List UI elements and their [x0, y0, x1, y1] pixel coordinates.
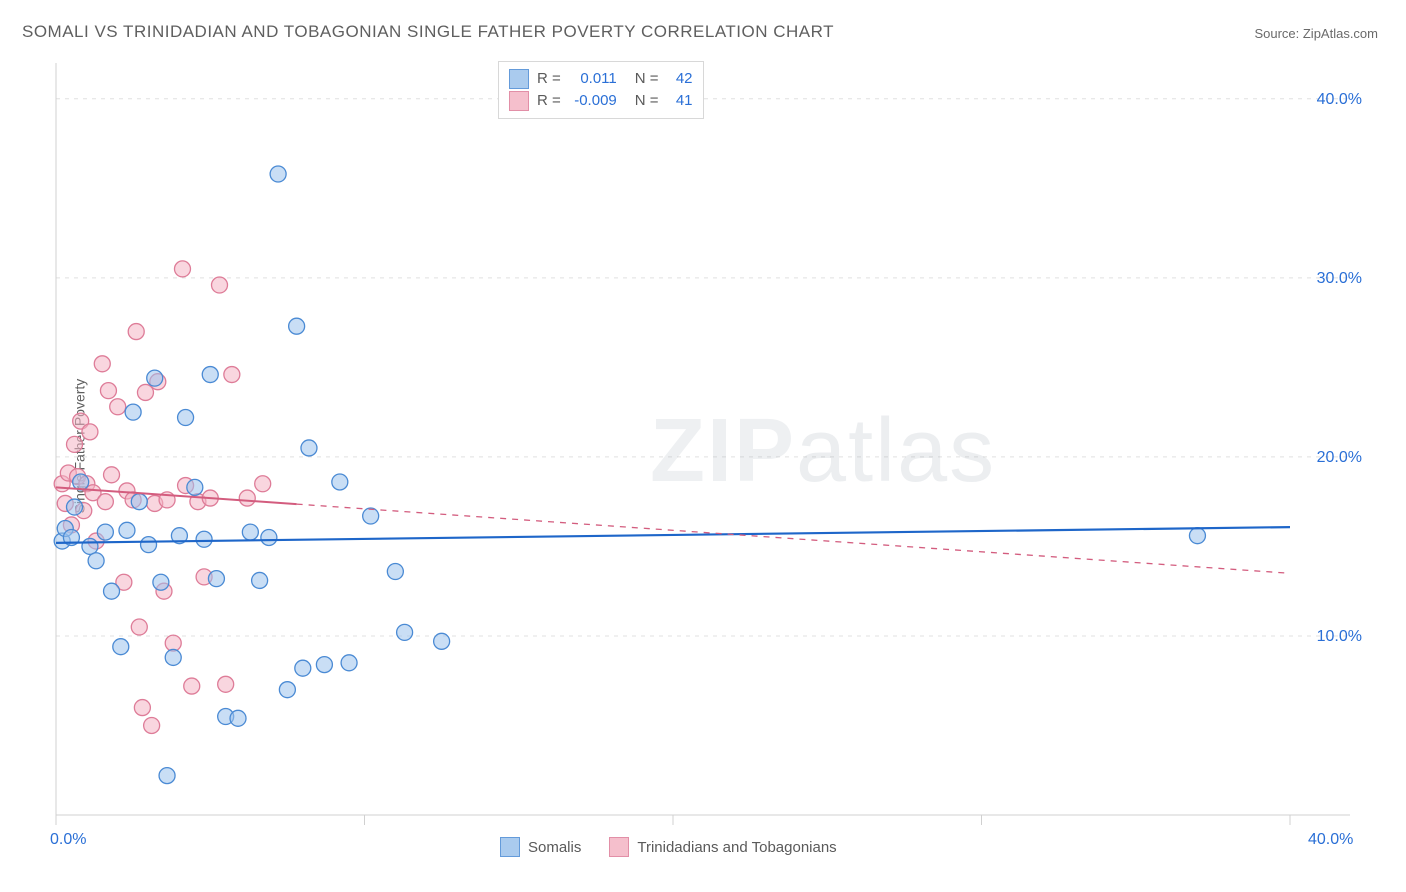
r-label: R =	[537, 90, 561, 112]
source-attribution: Source: ZipAtlas.com	[1254, 26, 1378, 41]
correlation-stats-box: R = 0.011 N = 42 R = -0.009 N = 41	[498, 61, 704, 119]
n-label: N =	[635, 90, 659, 112]
stat-row-0: R = 0.011 N = 42	[509, 68, 693, 90]
legend: Somalis Trinidadians and Tobagonians	[500, 837, 837, 857]
stat-swatch	[509, 69, 529, 89]
source-link[interactable]: ZipAtlas.com	[1303, 26, 1378, 41]
chart-title: SOMALI VS TRINIDADIAN AND TOBAGONIAN SIN…	[22, 22, 834, 42]
r-value: -0.009	[569, 90, 617, 112]
x-tick-max: 40.0%	[1308, 831, 1353, 849]
chart-svg: 10.0% 20.0% 30.0% 40.0%	[50, 55, 1370, 825]
stat-swatch	[509, 91, 529, 111]
legend-label: Trinidadians and Tobagonians	[637, 839, 836, 856]
n-label: N =	[635, 68, 659, 90]
svg-text:30.0%: 30.0%	[1317, 270, 1362, 287]
legend-swatch	[500, 837, 520, 857]
svg-text:40.0%: 40.0%	[1317, 91, 1362, 108]
n-value: 41	[667, 90, 693, 112]
legend-swatch	[609, 837, 629, 857]
n-value: 42	[667, 68, 693, 90]
legend-item-1: Trinidadians and Tobagonians	[609, 837, 836, 857]
svg-text:10.0%: 10.0%	[1317, 628, 1362, 645]
legend-label: Somalis	[528, 839, 581, 856]
r-label: R =	[537, 68, 561, 90]
x-tick-min: 0.0%	[50, 831, 86, 849]
r-value: 0.011	[569, 68, 617, 90]
source-prefix: Source:	[1254, 26, 1302, 41]
legend-item-0: Somalis	[500, 837, 581, 857]
stat-row-1: R = -0.009 N = 41	[509, 90, 693, 112]
chart-area: 10.0%20.0%30.0%40.0% ZIPatlas R =0.011N …	[50, 55, 1370, 825]
svg-text:20.0%: 20.0%	[1317, 449, 1362, 466]
